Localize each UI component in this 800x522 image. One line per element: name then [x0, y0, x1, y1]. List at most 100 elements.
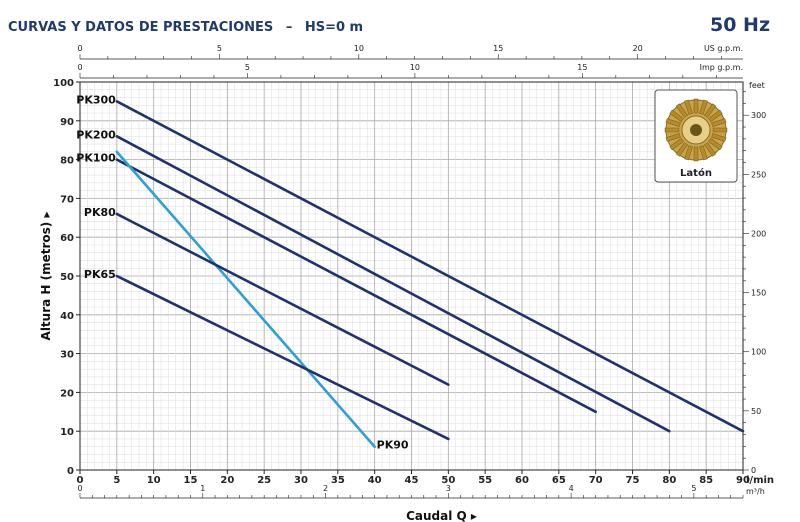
m3h-tick-label: 1: [200, 484, 205, 493]
impgpm-tick-label: 10: [410, 63, 420, 72]
impeller-inset: Latón: [654, 89, 738, 183]
usgpm-tick-label: 0: [77, 44, 82, 53]
feet-tick-label: 300: [751, 111, 766, 120]
series-label-pk300: PK300: [76, 93, 116, 106]
impeller-vane: [711, 118, 727, 127]
title-dash: –: [285, 20, 293, 35]
usgpm-unit-label: US g.p.m.: [704, 44, 743, 53]
y-tick-label: 70: [60, 194, 74, 205]
x-tick-label: 45: [405, 475, 419, 486]
series-label-pk100: PK100: [76, 152, 116, 165]
impgpm-tick-label: 0: [77, 63, 82, 72]
impeller-vane: [704, 142, 717, 157]
series-line-pk90: [115, 150, 376, 449]
y-tick-label: 10: [60, 427, 74, 438]
feet-unit-label: feet: [749, 81, 765, 90]
x-tick-label: 90: [736, 475, 750, 486]
usgpm-tick-label: 15: [493, 44, 503, 53]
x-unit-label: l/min: [746, 475, 774, 486]
x-tick-label: 85: [699, 475, 713, 486]
x-tick-label: 70: [589, 475, 603, 486]
impeller-vane: [665, 118, 681, 127]
feet-tick-label: 0: [751, 466, 756, 475]
series-line-pk80: [115, 212, 450, 386]
impeller-vane: [699, 99, 708, 115]
m3h-tick-label: 4: [569, 484, 574, 493]
x-tick-label: 75: [626, 475, 640, 486]
m3h-tick-label: 2: [323, 484, 328, 493]
usgpm-tick-label: 10: [354, 44, 364, 53]
x-tick-label: 10: [147, 475, 161, 486]
feet-tick-label: 250: [751, 170, 766, 179]
grid: [79, 81, 744, 471]
y-tick-label: 60: [60, 233, 74, 244]
series-label-pk65: PK65: [84, 268, 116, 281]
x-tick-label: 40: [368, 475, 382, 486]
title-text: CURVAS Y DATOS DE PRESTACIONES: [8, 20, 274, 35]
series-label-pk80: PK80: [84, 206, 116, 219]
y-tick-label: 50: [60, 272, 74, 283]
feet-tick-label: 150: [751, 289, 766, 298]
inset-label: Latón: [680, 167, 712, 179]
y-tick-label: 0: [67, 466, 74, 477]
impeller-vane: [704, 103, 717, 118]
x-axis-label: Caudal Q ▸: [406, 509, 477, 522]
brass-impeller-icon: [664, 98, 728, 162]
series-labels: PK300 PK200 PK100 PK90 PK80 PK65: [76, 93, 409, 451]
x-tick-label: 60: [515, 475, 529, 486]
x-tick-label: 0: [77, 475, 84, 486]
series-line-pk100: [115, 158, 597, 414]
y-tick-label: 80: [60, 156, 74, 167]
impeller-vane: [669, 109, 684, 122]
impeller-vane: [708, 109, 723, 122]
series-line-pk200: [115, 135, 671, 433]
impgpm-tick-label: 5: [245, 63, 250, 72]
x-tick-label: 80: [662, 475, 676, 486]
usgpm-tick-label: 20: [633, 44, 643, 53]
y-axis-label: Altura H (metros) ▸: [39, 212, 53, 341]
y-tick-label: 30: [60, 350, 74, 361]
impeller-vane: [684, 99, 693, 115]
impeller-vane: [708, 138, 723, 151]
usgpm-tick-label: 5: [217, 44, 222, 53]
impeller-vane: [675, 142, 688, 157]
title-condition: HS=0 m: [304, 20, 364, 35]
impeller-vane: [684, 145, 693, 161]
m3h-tick-label: 5: [691, 484, 696, 493]
impgpm-tick-label: 15: [577, 63, 587, 72]
feet-tick-label: 200: [751, 229, 766, 238]
impeller-vane: [675, 103, 688, 118]
impeller-vane: [669, 138, 684, 151]
series-lines: [115, 100, 745, 449]
feet-tick-label: 100: [751, 348, 766, 357]
impeller-vane: [712, 127, 728, 133]
impeller-vane: [665, 133, 681, 142]
impeller-vane: [711, 133, 727, 142]
impeller-vane: [693, 146, 699, 162]
series-label-pk200: PK200: [76, 128, 116, 141]
feet-tick-label: 50: [751, 407, 761, 416]
impgpm-unit-label: Imp g.p.m.: [700, 63, 743, 72]
impeller-vane: [693, 98, 699, 114]
page-title: CURVAS Y DATOS DE PRESTACIONES – HS=0 m: [8, 20, 363, 35]
y-tick-label: 100: [53, 78, 74, 89]
x-tick-label: 35: [331, 475, 345, 486]
x-tick-label: 30: [294, 475, 308, 486]
x-tick-label: 20: [220, 475, 234, 486]
series-label-pk90: PK90: [377, 439, 409, 452]
x-tick-label: 25: [257, 475, 271, 486]
x-tick-label: 15: [184, 475, 198, 486]
x-tick-label: 5: [113, 475, 120, 486]
impeller-vane: [699, 145, 708, 161]
x-tick-label: 65: [552, 475, 566, 486]
m3h-tick-label: 3: [446, 484, 451, 493]
series-line-pk65: [115, 274, 450, 441]
y-tick-label: 40: [60, 311, 74, 322]
y-tick-label: 20: [60, 388, 74, 399]
x-tick-label: 50: [441, 475, 455, 486]
y-tick-label: 90: [60, 117, 74, 128]
impeller-vane: [664, 127, 680, 133]
series-line-pk300: [115, 100, 745, 433]
